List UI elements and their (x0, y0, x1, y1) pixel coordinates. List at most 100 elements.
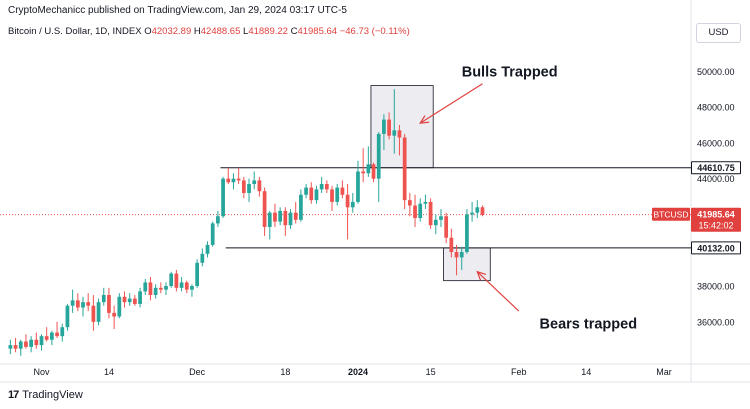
candle (278, 207, 283, 226)
candle (376, 132, 381, 202)
level-tag-label: 44610.75 (697, 163, 735, 173)
candle-body (216, 216, 220, 224)
low-value: 41889.22 (248, 26, 288, 37)
candle (345, 184, 350, 240)
candle (13, 337, 18, 353)
candle-body (376, 133, 381, 179)
candle (81, 296, 85, 317)
candle-body (91, 305, 96, 322)
candle (397, 124, 402, 156)
candle-body (195, 262, 200, 287)
annotation-arrow-line (419, 83, 483, 124)
candle (465, 209, 469, 254)
candle (86, 293, 91, 312)
x-tick-label: Dec (189, 367, 206, 377)
tradingview-logo-icon: 17 (8, 389, 19, 401)
candle (350, 192, 355, 213)
level-tag-inner (692, 242, 740, 254)
candle (164, 282, 168, 295)
candle (34, 332, 39, 349)
candle-body (122, 296, 127, 303)
candle (174, 269, 179, 292)
candle (216, 210, 220, 227)
x-tick-label: Mar (656, 367, 672, 377)
price-tag-bg (691, 207, 741, 232)
candle (153, 284, 158, 299)
candle-body (283, 210, 288, 226)
candle-body (262, 191, 267, 227)
candle (319, 176, 324, 193)
candle-body (366, 164, 371, 174)
currency-button[interactable]: USD (696, 23, 741, 43)
candle (169, 271, 174, 288)
candle-body (278, 210, 283, 222)
candle (324, 180, 329, 193)
candle (39, 334, 44, 351)
candle-body (475, 207, 480, 213)
candle (304, 184, 308, 199)
candle (96, 298, 101, 326)
candle (75, 293, 80, 312)
candle (148, 277, 153, 301)
candle-body (112, 312, 117, 317)
tradingview-brand: TradingView (22, 389, 83, 401)
candle (70, 289, 75, 313)
candle-body (101, 294, 106, 303)
candle-body (241, 180, 246, 193)
candle (60, 323, 65, 342)
candle (387, 112, 391, 140)
candle (91, 294, 96, 331)
low-label: L (243, 26, 249, 37)
y-tick-label: 50000.00 (697, 67, 735, 77)
close-value: 41985.64 (297, 26, 338, 37)
x-tick-label: 14 (581, 367, 591, 377)
candle (107, 287, 111, 319)
candle-body (18, 341, 23, 349)
candle-body (371, 164, 376, 179)
candle-body (44, 336, 49, 340)
candle-body (65, 305, 70, 328)
candle-body (444, 216, 449, 238)
candle (413, 194, 417, 227)
candle-body (361, 171, 366, 174)
candle (330, 185, 334, 211)
candle (195, 259, 200, 288)
candle-body (324, 184, 329, 190)
candle-body (153, 287, 158, 295)
candle-body (200, 253, 205, 263)
candle (293, 201, 298, 224)
open-value: 42032.89 (151, 26, 192, 37)
symbol-title: Bitcoin / U.S. Dollar, 1D, INDEX (8, 26, 142, 37)
candle-body (402, 137, 407, 201)
candle-body (288, 212, 293, 226)
candle (273, 203, 277, 227)
tradingview-footer: 17 TradingView (8, 389, 83, 401)
candle-body (169, 273, 174, 287)
candle-body (236, 178, 241, 181)
x-tick-label: 2024 (348, 367, 368, 377)
candle (184, 280, 189, 294)
candle-body (439, 216, 443, 220)
candle-body (60, 327, 65, 337)
candle (133, 294, 137, 306)
candle-body (133, 298, 137, 304)
candle-body (29, 339, 33, 347)
candle-body (407, 200, 412, 206)
candle (236, 167, 241, 185)
candle (283, 207, 288, 236)
candle-body (55, 332, 59, 337)
candle-body (449, 237, 454, 253)
y-tick-label: 46000.00 (697, 138, 735, 148)
candle (288, 209, 293, 229)
candle (24, 334, 28, 349)
candle (226, 167, 231, 185)
candle-body (184, 282, 189, 290)
candle-body (8, 345, 13, 349)
candle-body (13, 345, 18, 349)
candle-body (335, 187, 340, 202)
candle-body (382, 119, 386, 134)
candle (143, 278, 148, 295)
candle (366, 146, 371, 177)
